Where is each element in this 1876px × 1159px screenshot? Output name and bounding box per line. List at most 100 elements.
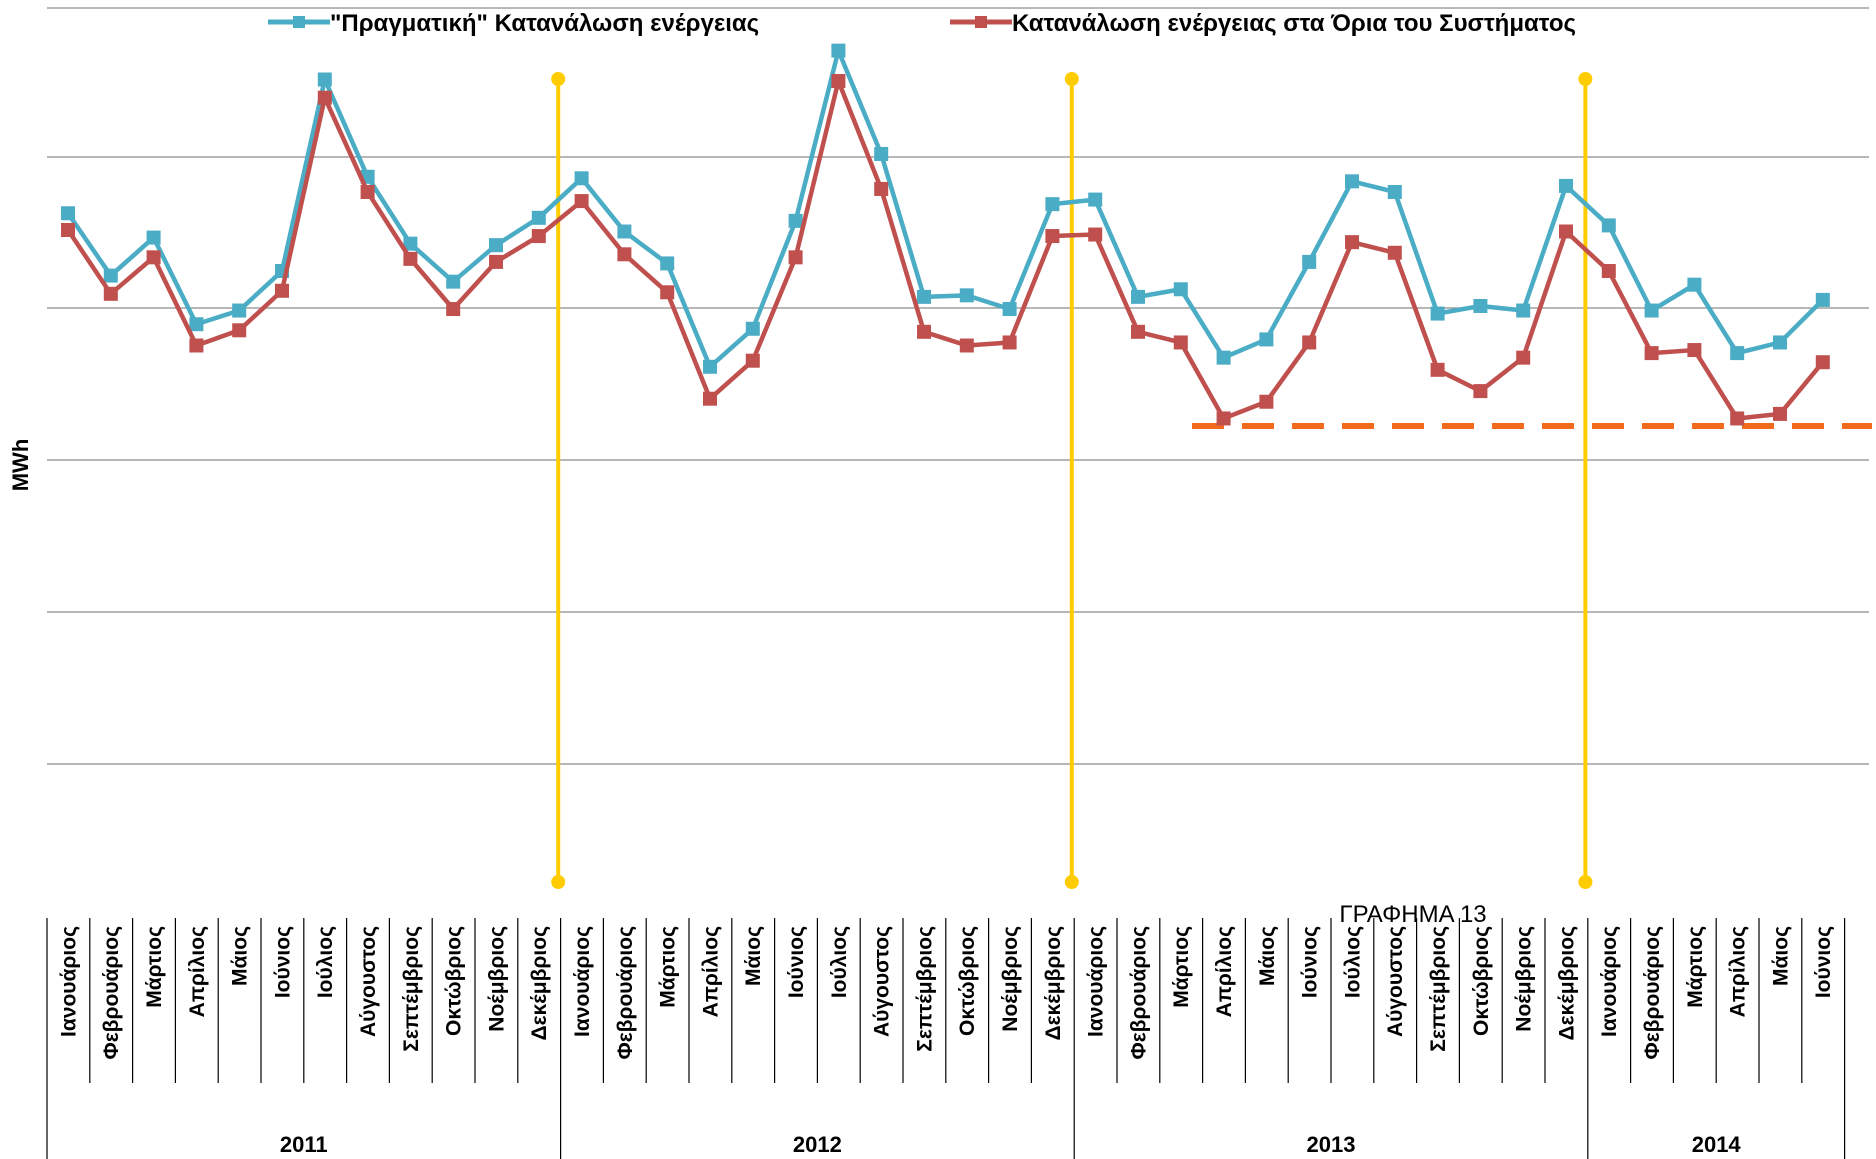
- series-1-point: [61, 222, 75, 237]
- series-1-point: [574, 194, 589, 209]
- series-1-point: [617, 247, 632, 262]
- series-0-point: [1345, 174, 1359, 189]
- series-1-point: [1516, 350, 1531, 365]
- month-label: Σεπτέμβριος: [913, 926, 936, 1052]
- series-1-point: [788, 250, 803, 265]
- month-label: Μάιος: [229, 926, 252, 986]
- series-0-point: [1387, 184, 1402, 199]
- series-1-point: [1644, 346, 1659, 361]
- series-1-point: [232, 323, 247, 338]
- series-0-point: [1644, 303, 1659, 318]
- year-divider-bottom-dot-1: [1064, 875, 1079, 889]
- series-0-point: [1473, 298, 1488, 313]
- month-label: Φεβρουάριος: [1641, 926, 1664, 1060]
- legend: "Πραγματική" Κατανάλωση ενέργειας Κατανά…: [268, 10, 1576, 37]
- series-1-point: [360, 184, 375, 199]
- series-0-point: [917, 289, 931, 304]
- series-1-point: [317, 90, 332, 105]
- series-1-point: [917, 324, 931, 339]
- series-1-point: [1730, 411, 1745, 426]
- month-label: Ιούνιος: [785, 926, 808, 998]
- month-label: Ιούνιος: [1299, 926, 1322, 998]
- series-1-point: [1430, 362, 1445, 377]
- month-label: Ιούνιος: [1812, 926, 1835, 998]
- series-1-point: [531, 229, 546, 244]
- series-1-point: [874, 181, 889, 196]
- series-line-1: [66, 78, 1825, 421]
- series-0-point: [745, 321, 760, 336]
- month-label: Μάιος: [742, 926, 765, 986]
- series-lines: [61, 43, 1830, 426]
- month-label: Απρίλιος: [699, 926, 722, 1017]
- series-1-point: [1259, 394, 1274, 409]
- year-divider-top-dot-1: [1064, 72, 1079, 86]
- year-divider-top-dot-2: [1578, 72, 1593, 86]
- legend-label-actual: "Πραγματική" Κατανάλωση ενέργειας: [330, 10, 759, 37]
- series-1-point: [1387, 245, 1402, 260]
- month-label: Μάιος: [1769, 926, 1792, 986]
- series-1-point: [745, 353, 760, 368]
- series-0-point: [1815, 292, 1830, 307]
- month-label: Μάρτιος: [657, 926, 680, 1008]
- series-0-point: [317, 72, 332, 87]
- series-1-point: [1345, 235, 1359, 250]
- month-label: Δεκέμβριος: [528, 926, 551, 1041]
- legend-label-system: Κατανάλωση ενέργειας στα Όρια του Συστήμ…: [1012, 10, 1576, 37]
- month-label: Ιούλιος: [828, 926, 851, 998]
- series-0-point: [1216, 350, 1231, 365]
- month-label: Οκτώβριος: [443, 926, 466, 1036]
- series-0-point: [660, 256, 675, 271]
- month-label: Μάρτιος: [143, 926, 166, 1008]
- month-label: Ιούνιος: [271, 926, 294, 998]
- month-label: Φεβρουάριος: [1127, 926, 1150, 1060]
- series-0-point: [1002, 302, 1017, 317]
- year-dividers: [551, 72, 1593, 889]
- month-label: Οκτώβριος: [956, 926, 979, 1036]
- series-1-point: [489, 254, 503, 269]
- month-label: Μάρτιος: [1684, 926, 1707, 1008]
- series-0-point: [1430, 306, 1445, 321]
- series-0-point: [1559, 178, 1573, 193]
- month-label: Νοέμβριος: [1513, 926, 1536, 1032]
- series-0-point: [403, 236, 418, 251]
- series-0-point: [232, 303, 247, 318]
- month-label: Δεκέμβριος: [1555, 926, 1578, 1041]
- month-label: Αύγουστος: [871, 926, 894, 1037]
- series-0-point: [874, 146, 889, 161]
- series-1-point: [1173, 335, 1188, 350]
- series-0-point: [189, 317, 204, 332]
- series-0-point: [1088, 192, 1103, 207]
- series-1-point: [403, 251, 418, 266]
- series-line-0: [66, 48, 1825, 370]
- series-1-point: [146, 250, 161, 265]
- series-0-point: [617, 224, 632, 239]
- month-label: Αύγουστος: [1384, 926, 1407, 1037]
- year-divider-bottom-dot-0: [551, 875, 566, 889]
- series-1-point: [1088, 227, 1103, 242]
- series-0-point: [1302, 254, 1317, 269]
- year-label-2011: 2011: [280, 1132, 328, 1157]
- month-label: Απρίλιος: [186, 926, 209, 1017]
- series-0-point: [1173, 282, 1188, 297]
- series-1-point: [1131, 324, 1145, 339]
- month-label: Ιανουάριος: [571, 926, 594, 1037]
- series-1-point: [1045, 229, 1060, 244]
- series-1-point: [189, 338, 204, 353]
- series-1-point: [1601, 264, 1616, 279]
- series-1-point: [703, 391, 717, 406]
- series-0-point: [531, 210, 546, 225]
- series-0-point: [1687, 277, 1702, 292]
- month-label: Ιανουάριος: [1085, 926, 1108, 1037]
- category-axis: Ιανουάριος Φεβρουάριος Μάρτιος Απρίλιος Μάιο…: [46, 918, 1846, 1159]
- series-1-point: [1815, 355, 1830, 370]
- month-label: Αύγουστος: [357, 926, 380, 1037]
- month-label: Νοέμβριος: [485, 926, 508, 1032]
- series-0-point: [489, 238, 503, 253]
- series-1-point: [1687, 343, 1702, 358]
- series-1-point: [959, 338, 974, 353]
- series-0-point: [146, 230, 161, 245]
- series-1-point: [1302, 335, 1317, 350]
- chart-caption: ΓΡΑΦΗΜΑ 13: [1339, 901, 1486, 928]
- series-0-point: [703, 359, 717, 374]
